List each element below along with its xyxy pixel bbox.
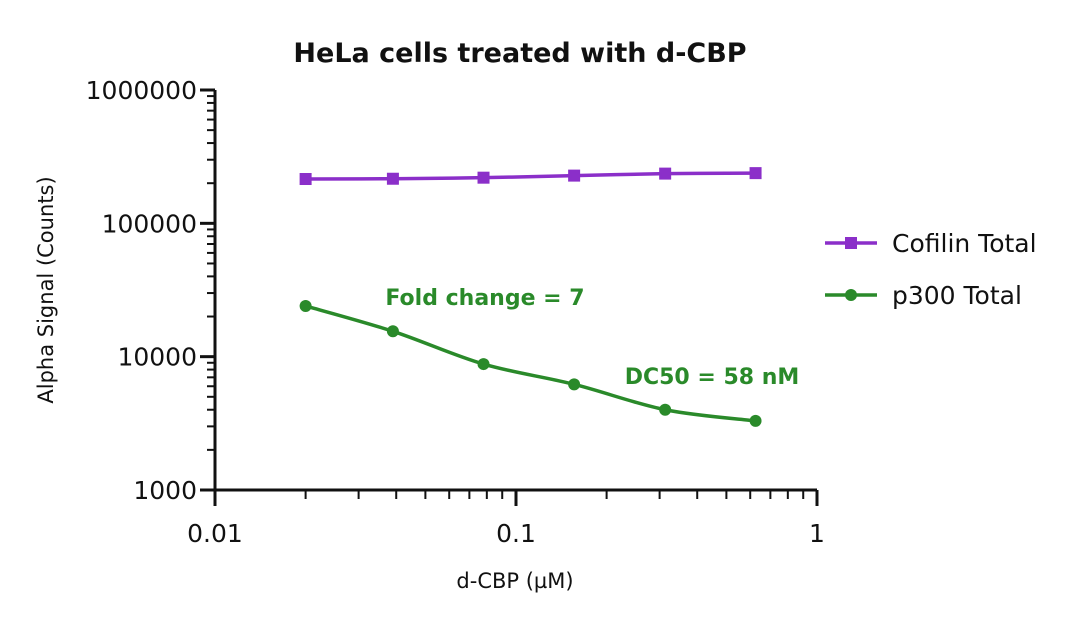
y-tick-label: 1000 — [133, 476, 197, 505]
legend-marker-p300-total — [845, 289, 857, 301]
data-point-p300-total — [659, 403, 672, 416]
data-point-cofilin-total — [477, 171, 490, 184]
x-axis-label: d-CBP (µM) — [456, 569, 573, 593]
data-point-p300-total — [299, 299, 312, 312]
data-point-cofilin-total — [299, 173, 312, 186]
data-point-p300-total — [568, 378, 581, 391]
annotation-fold-change: Fold change = 7 — [385, 286, 584, 311]
data-point-cofilin-total — [749, 167, 762, 180]
legend-label-p300-total: p300 Total — [892, 281, 1022, 310]
x-tick-label: 0.01 — [187, 519, 243, 548]
y-axis-label: Alpha Signal (Counts) — [34, 176, 58, 403]
legend-label-cofilin-total: Cofilin Total — [892, 229, 1037, 258]
x-tick-label: 0.1 — [496, 519, 536, 548]
series-line-cofilin-total — [305, 171, 756, 181]
annotation-dc50: DC50 = 58 nM — [625, 365, 800, 390]
y-tick-label: 10000 — [117, 343, 197, 372]
data-point-p300-total — [749, 414, 762, 427]
series-line-p300-total — [305, 304, 756, 423]
chart-title: HeLa cells treated with d-CBP — [293, 38, 746, 69]
data-point-p300-total — [477, 358, 490, 371]
axes: 1000 10000 100000 1000000 0.01 0.1 1 — [86, 76, 825, 548]
series-layer — [299, 167, 762, 427]
legend-marker-cofilin-total — [845, 237, 857, 249]
data-point-cofilin-total — [386, 172, 399, 185]
data-point-cofilin-total — [568, 169, 581, 182]
x-tick-label: 1 — [809, 519, 825, 548]
y-tick-label: 100000 — [102, 209, 197, 238]
y-tick-label: 1000000 — [86, 76, 197, 105]
data-point-cofilin-total — [659, 167, 672, 180]
data-point-p300-total — [386, 325, 399, 338]
legend: Cofilin Total p300 Total — [825, 229, 1037, 310]
